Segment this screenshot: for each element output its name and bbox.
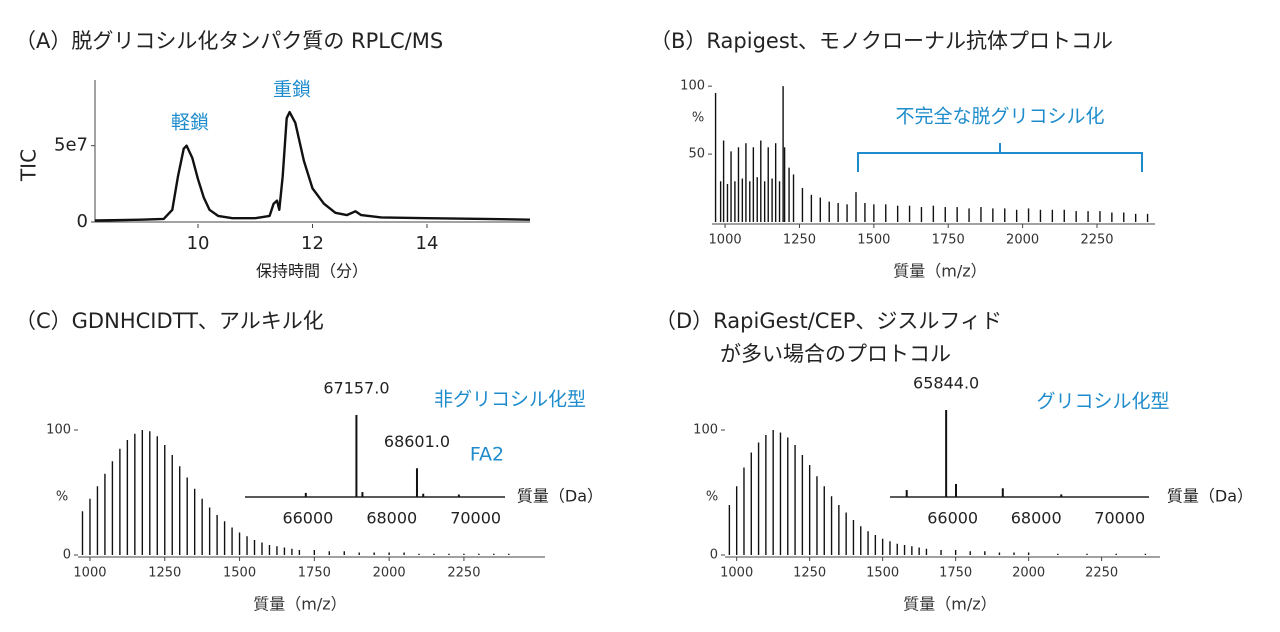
inset-x-tick-label: 68000 — [1011, 509, 1062, 528]
annotation: グリコシル化型 — [1036, 391, 1169, 413]
y-tick-label: 0 — [63, 548, 71, 563]
panel-title: （B）Rapigest、モノクローナル抗体プロトコル — [650, 29, 1113, 53]
annotation: 不完全な脱グリコシル化 — [895, 106, 1104, 128]
bracket — [857, 143, 1143, 172]
y-axis-label: TIC — [17, 149, 41, 182]
y-tick-label: 50 — [688, 147, 705, 162]
x-tick-label: 1500 — [223, 566, 256, 581]
y-axis-label: % — [706, 490, 718, 505]
x-tick-label: 2000 — [373, 566, 406, 581]
inset-x-tick-label: 70000 — [1094, 509, 1145, 528]
x-tick-label: 1750 — [298, 566, 331, 581]
annotation: 重鎖 — [273, 79, 311, 101]
y-tick-label: 100 — [693, 423, 718, 438]
x-tick-label: 2250 — [1085, 566, 1118, 581]
inset-x-tick-label: 70000 — [450, 509, 501, 528]
peak-label: 67157.0 — [323, 379, 389, 398]
x-tick-label: 12 — [301, 233, 324, 254]
x-tick-label: 1250 — [783, 233, 816, 248]
x-tick-label: 2000 — [1012, 566, 1045, 581]
inset-x-tick-label: 66000 — [282, 509, 333, 528]
x-tick-label: 2250 — [447, 566, 480, 581]
x-tick-label: 2000 — [1006, 233, 1039, 248]
inset-x-axis-label: 質量（Da） — [517, 487, 603, 506]
y-tick-label: 0 — [77, 211, 88, 232]
panel-title: が多い場合のプロトコル — [720, 342, 951, 366]
panel-title: （C）GDNHCIDTT、アルキル化 — [15, 309, 324, 333]
panel-title: （A）脱グリコシル化タンパク質の RPLC/MS — [15, 29, 443, 53]
annotation: 非グリコシル化型 — [434, 389, 586, 411]
y-axis-label: % — [56, 490, 68, 505]
y-tick-label: 5e7 — [54, 135, 88, 156]
peak-label: 68601.0 — [384, 432, 450, 451]
trace — [94, 110, 531, 222]
x-tick-label: 1000 — [720, 566, 753, 581]
x-tick-label: 10 — [187, 233, 210, 254]
panel-title: （D）RapiGest/CEP、ジスルフィド — [655, 309, 1002, 333]
annotation: FA2 — [470, 444, 504, 466]
y-tick-label: 0 — [710, 548, 718, 563]
y-tick-label: 100 — [680, 79, 705, 94]
x-tick-label: 1750 — [932, 233, 965, 248]
x-tick-label: 2250 — [1080, 233, 1113, 248]
x-axis-label: 質量（m/z） — [893, 262, 986, 281]
inset-x-tick-label: 66000 — [927, 509, 978, 528]
annotation: 軽鎖 — [171, 112, 209, 134]
y-tick-label: 100 — [46, 423, 71, 438]
inset-x-axis-label: 質量（Da） — [1167, 487, 1253, 506]
peak-label: 65844.0 — [913, 374, 979, 393]
y-axis-label: % — [692, 111, 704, 126]
x-tick-label: 1250 — [148, 566, 181, 581]
x-tick-label: 1750 — [939, 566, 972, 581]
inset-x-tick-label: 68000 — [366, 509, 417, 528]
x-axis-label: 保持時間（分） — [256, 262, 368, 281]
x-tick-label: 1000 — [709, 233, 742, 248]
x-tick-label: 1500 — [866, 566, 899, 581]
x-axis-label: 質量（m/z） — [903, 595, 996, 614]
x-tick-label: 1500 — [857, 233, 890, 248]
x-tick-label: 1250 — [793, 566, 826, 581]
x-tick-label: 14 — [416, 233, 439, 254]
x-tick-label: 1000 — [73, 566, 106, 581]
x-axis-label: 質量（m/z） — [253, 595, 346, 614]
